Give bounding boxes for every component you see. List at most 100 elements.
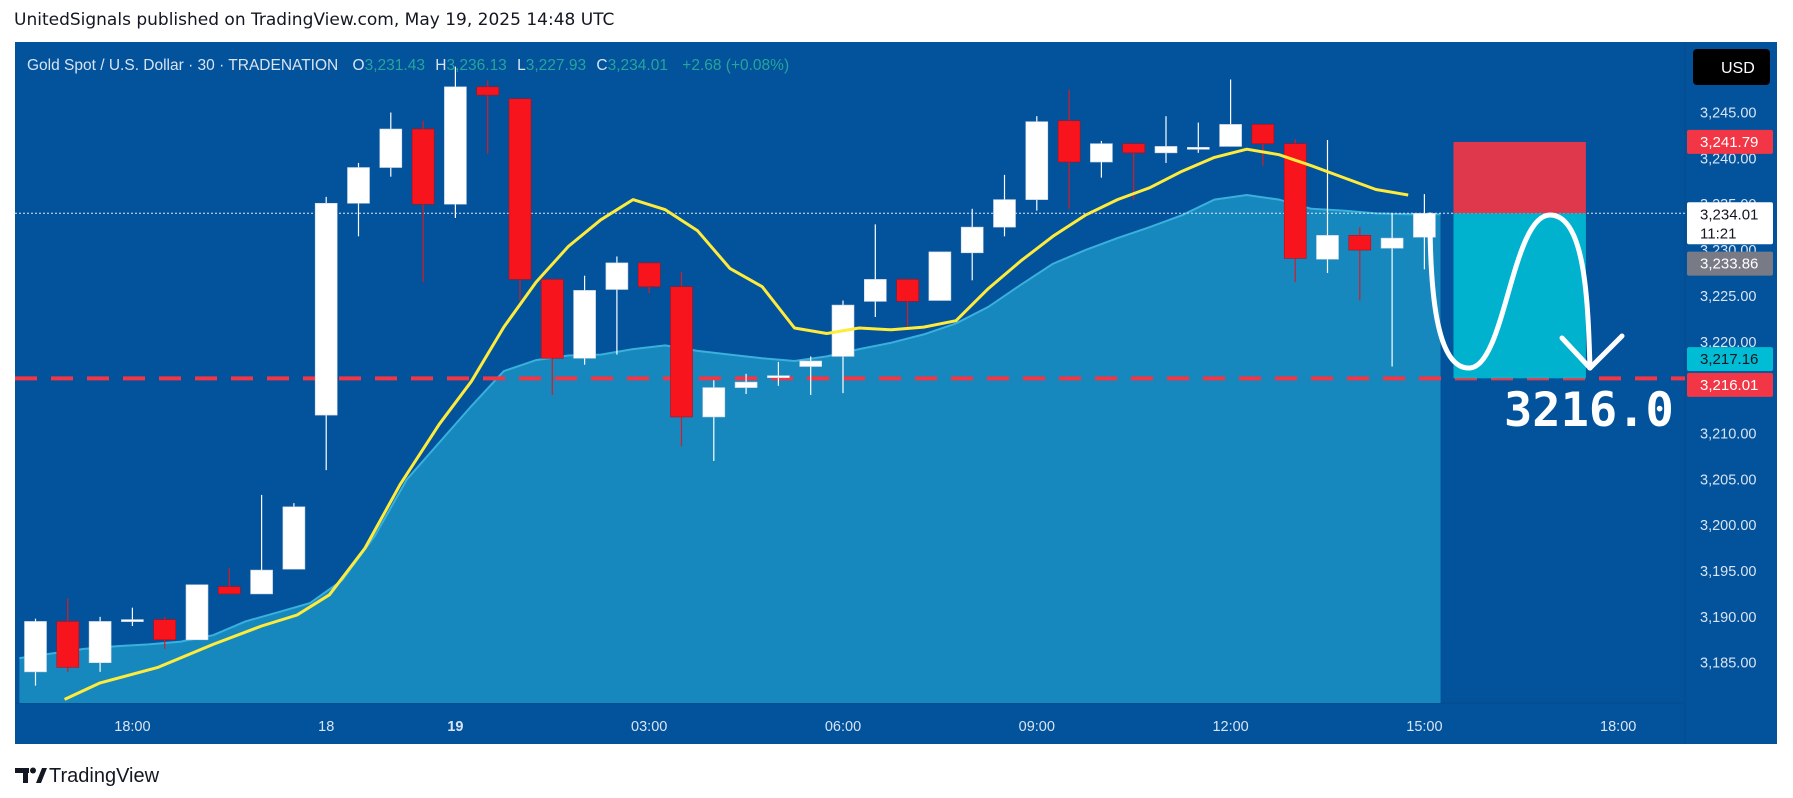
- tradingview-footer[interactable]: TradingView: [15, 765, 160, 787]
- candle-body: [863, 279, 887, 302]
- ma-value-label-text: 3,233.86: [1700, 256, 1758, 273]
- candle-body: [24, 621, 47, 673]
- candle: [1090, 140, 1113, 178]
- target-annotation: 3216.0: [1504, 383, 1674, 438]
- candle: [379, 112, 403, 177]
- moving-average-line: [63, 147, 1409, 701]
- target-price-label: 3,216.01: [1687, 372, 1773, 397]
- candle-body: [444, 86, 467, 205]
- close-value: 3,234.01: [608, 57, 668, 74]
- candle: [928, 251, 952, 301]
- candle: [1122, 143, 1145, 200]
- candle: [476, 80, 500, 154]
- candle-body: [928, 251, 952, 301]
- candle-body: [993, 199, 1016, 228]
- candle: [960, 208, 984, 281]
- candle-body: [1348, 235, 1372, 251]
- currency-label: USD: [1721, 60, 1755, 77]
- candle-body: [1283, 143, 1307, 259]
- low-value: 3,227.93: [526, 57, 586, 74]
- candle: [1348, 227, 1372, 301]
- overlay-layer: 3216.0: [1427, 141, 1674, 438]
- time-tick-label: 09:00: [1019, 719, 1055, 735]
- candle-body: [379, 128, 403, 168]
- candle: [56, 598, 80, 672]
- time-tick-label: 06:00: [825, 719, 861, 735]
- close-label: C: [596, 57, 607, 74]
- candle-body: [896, 279, 919, 302]
- brand-name: TradingView: [49, 765, 160, 787]
- candle: [734, 373, 758, 395]
- time-tick-label: 12:00: [1212, 719, 1248, 735]
- time-tick-label: 15:00: [1406, 719, 1442, 735]
- candle: [637, 262, 661, 294]
- time-axis[interactable]: 18:00 18 19 03:00 06:00 09:00 12:00 15:00 18:00: [114, 719, 1636, 735]
- candle: [1251, 124, 1275, 166]
- candle: [702, 380, 726, 461]
- candle: [88, 616, 112, 672]
- candle: [153, 616, 176, 649]
- candle: [1380, 213, 1404, 367]
- area-value-label-bg: [1687, 347, 1773, 372]
- price-axis[interactable]: 3,185.00 3,190.00 3,195.00 3,200.00 3,205.00…: [1687, 106, 1773, 672]
- time-tick-label: 18: [318, 719, 334, 735]
- time-tick-label: 18:00: [114, 719, 150, 735]
- candle: [1187, 122, 1210, 153]
- candle: [799, 356, 823, 395]
- candle-body: [250, 569, 273, 595]
- price-tick-label: 3,195.00: [1700, 564, 1756, 580]
- price-tick-label: 3,220.00: [1700, 335, 1756, 351]
- candle-body: [573, 290, 596, 359]
- candle: [573, 275, 596, 365]
- take-profit-zone[interactable]: [1453, 213, 1586, 379]
- stop-price-label-bg: [1687, 129, 1773, 154]
- price-tick-label: 3,185.00: [1700, 656, 1756, 672]
- currency-button[interactable]: USD: [1693, 49, 1770, 85]
- price-tick-label: 3,245.00: [1700, 106, 1756, 122]
- price-tick-label: 3,225.00: [1700, 289, 1756, 305]
- candle: [896, 279, 919, 328]
- candle: [24, 618, 47, 686]
- candle-body: [540, 279, 564, 359]
- candle: [863, 224, 887, 317]
- candle-body: [218, 586, 241, 595]
- candle: [347, 162, 370, 237]
- high-label: H: [435, 57, 446, 74]
- open-label: O: [353, 57, 365, 74]
- last-price-bg: [1687, 202, 1773, 245]
- candle: [670, 272, 693, 447]
- candle-body: [1154, 146, 1178, 154]
- candle: [218, 568, 241, 595]
- candle-body: [702, 387, 726, 418]
- candle: [250, 494, 273, 595]
- candle: [444, 66, 467, 218]
- last-price-text: 3,234.01: [1700, 206, 1758, 223]
- price-tick-label: 3,190.00: [1700, 610, 1756, 626]
- last-price-label: 3,234.01 11:21: [1687, 202, 1773, 245]
- candle-body: [411, 128, 435, 205]
- plot-area: [15, 66, 1685, 703]
- price-tick-label: 3,240.00: [1700, 151, 1756, 167]
- area-value-label: 3,217.16: [1687, 347, 1773, 372]
- candle-body: [1219, 124, 1242, 147]
- candle-body: [282, 506, 306, 570]
- stop-price-label: 3,241.79: [1687, 129, 1773, 154]
- candle: [1025, 116, 1049, 211]
- symbol-legend: Gold Spot / U.S. Dollar · 30 · TRADENATI…: [27, 57, 789, 74]
- candle: [1219, 79, 1242, 147]
- candle: [993, 174, 1016, 237]
- target-price-label-bg: [1687, 372, 1773, 397]
- candle-body: [508, 98, 532, 280]
- candle-body: [799, 360, 823, 367]
- arrow-head-icon: [1559, 333, 1625, 371]
- candle: [605, 256, 629, 355]
- ma-value-label-bg: [1687, 251, 1773, 276]
- stop-loss-zone[interactable]: [1453, 141, 1586, 214]
- candle-body: [605, 262, 629, 290]
- candle: [411, 120, 435, 283]
- candle-body: [1090, 143, 1113, 163]
- candle: [1283, 139, 1307, 283]
- candle-body: [637, 262, 661, 288]
- change-value: +2.68 (+0.08%): [682, 57, 789, 74]
